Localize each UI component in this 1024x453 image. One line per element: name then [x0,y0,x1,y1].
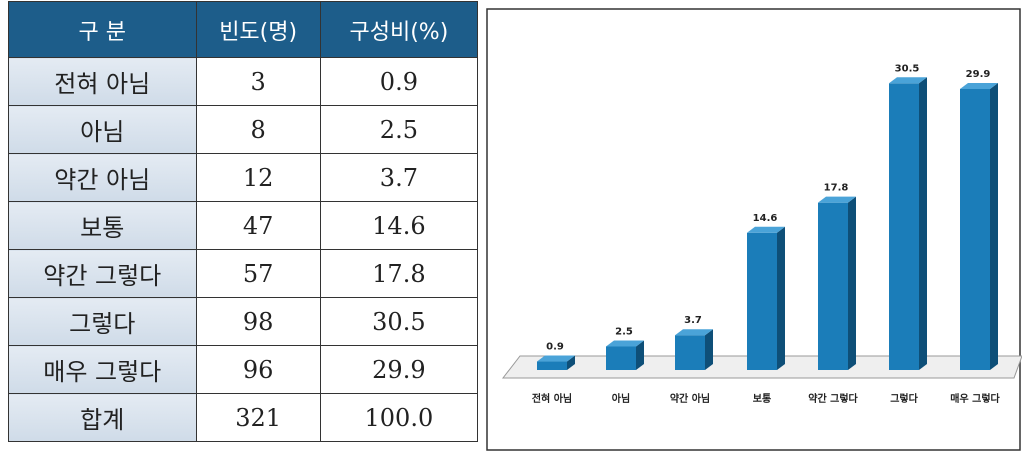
x-tick-label: 아님 [612,392,630,405]
bar-top [675,329,713,336]
table-row: 약간 그렇다 57 17.8 [8,249,479,298]
bar-front [960,88,990,370]
data-label: 14.6 [753,213,778,224]
table-cell: 17.8 [319,249,479,298]
table-cell: 57 [195,249,321,298]
bar-side [567,355,575,370]
bar-side [990,82,998,370]
table-cell: 아님 [8,105,197,154]
bar-top [537,355,575,362]
bar-front [675,335,705,370]
bar-front [747,232,777,370]
x-tick-label: 매우 그렇다 [950,392,1000,405]
table-row: 그렇다 98 30.5 [8,297,479,346]
table-row: 매우 그렇다 96 29.9 [8,345,479,394]
table-cell: 0.9 [319,57,479,106]
chart: 0.9 전혀 아님 2.5 아님 3.7 약간 아님 14.6 보통 17.8 약간 그렇다 30.… [486,8,1022,451]
data-label: 2.5 [615,327,633,338]
x-tick-label: 그렇다 [890,392,918,405]
data-label: 29.9 [966,69,991,80]
table-row: 보통 47 14.6 [8,201,479,250]
bar-front [537,361,567,370]
table-cell: 47 [195,201,321,250]
table-cell: 3.7 [319,153,479,202]
table-row: 약간 아님 12 3.7 [8,153,479,202]
table-row: 전혀 아님 3 0.9 [8,57,479,106]
table-cell: 약간 아님 [8,153,197,202]
table-cell: 14.6 [319,201,479,250]
table-cell: 30.5 [319,297,479,346]
header-cell: 구 분 [8,1,197,58]
data-table: 구 분 빈도(명) 구성비(%) 전혀 아님 3 0.9 아님 8 2.5 약간 아님 12 3.7 보… [8,1,479,442]
bar-side [848,196,856,370]
bar-front [818,202,848,370]
table-cell: 96 [195,345,321,394]
table-cell: 2.5 [319,105,479,154]
table-cell: 12 [195,153,321,202]
table-cell: 그렇다 [8,297,197,346]
table-cell: 전혀 아님 [8,57,197,106]
table-cell: 약간 그렇다 [8,249,197,298]
x-tick-label: 보통 [753,393,771,405]
table-cell: 29.9 [319,345,479,394]
bar-side [636,340,644,370]
table-cell: 321 [195,393,321,442]
table-cell: 매우 그렇다 [8,345,197,394]
bar-top [818,196,856,203]
table-cell: 8 [195,105,321,154]
table-row: 아님 8 2.5 [8,105,479,154]
data-label: 17.8 [824,183,849,194]
bar-top [606,340,644,347]
bar-top [960,82,998,89]
x-tick-label: 전혀 아님 [532,392,572,405]
data-label: 0.9 [546,342,564,353]
table-cell: 100.0 [319,393,479,442]
bar-top [747,226,785,233]
header-cell: 구성비(%) [319,1,479,58]
data-label: 3.7 [684,315,702,326]
x-tick-label: 약간 아님 [670,392,710,405]
bar-side [919,77,927,371]
bar-top [889,77,927,84]
x-tick-label: 약간 그렇다 [808,392,858,405]
table-cell: 보통 [8,201,197,250]
bar-side [705,329,713,370]
table-cell: 합계 [8,393,197,442]
header-cell: 빈도(명) [195,1,321,58]
bar-side [777,226,785,370]
table-row: 합계 321 100.0 [8,393,479,442]
data-label: 30.5 [895,63,920,74]
table-cell: 98 [195,297,321,346]
table-cell: 3 [195,57,321,106]
header-row: 구 분 빈도(명) 구성비(%) [8,1,479,58]
bar-front [606,346,636,370]
bar-front [889,83,919,371]
